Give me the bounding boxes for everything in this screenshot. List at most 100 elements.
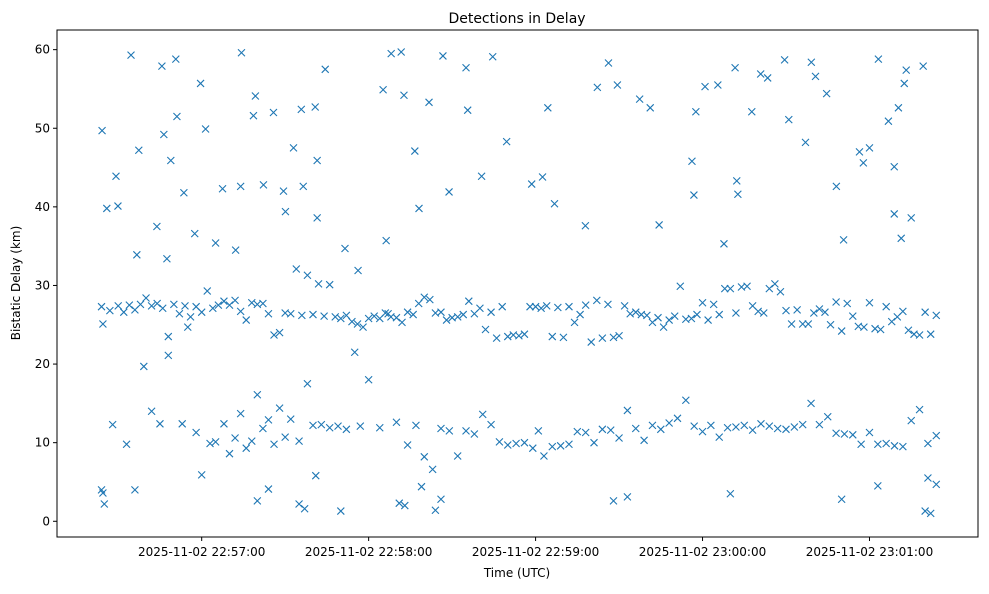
data-point xyxy=(776,287,785,296)
data-point xyxy=(186,313,195,321)
data-point xyxy=(270,440,278,449)
data-point xyxy=(720,239,728,248)
data-point xyxy=(640,436,648,445)
data-point xyxy=(665,419,674,427)
data-point xyxy=(587,338,596,346)
data-point xyxy=(804,320,813,328)
data-point xyxy=(648,318,657,327)
data-point xyxy=(281,433,290,442)
data-point xyxy=(164,351,173,360)
y-tick-label: 30 xyxy=(35,278,50,292)
data-point xyxy=(325,280,334,289)
data-point xyxy=(292,265,301,273)
data-point xyxy=(417,482,426,491)
data-point xyxy=(259,180,268,189)
data-point xyxy=(166,156,175,165)
data-point xyxy=(924,439,932,448)
data-point xyxy=(900,79,909,88)
data-point xyxy=(709,300,718,309)
data-point xyxy=(395,499,404,508)
data-point xyxy=(192,428,201,437)
data-point xyxy=(197,471,206,479)
data-point xyxy=(512,439,520,448)
data-point xyxy=(442,316,451,324)
data-point xyxy=(526,302,534,311)
data-point xyxy=(400,501,409,510)
data-point xyxy=(275,404,284,412)
data-point xyxy=(281,207,290,216)
data-point xyxy=(592,296,601,305)
y-tick-label: 10 xyxy=(35,436,50,450)
data-point xyxy=(898,307,907,316)
data-point xyxy=(623,406,632,415)
data-point xyxy=(470,430,479,438)
data-point xyxy=(384,309,393,318)
data-point xyxy=(342,311,351,320)
data-point xyxy=(136,300,145,309)
data-point xyxy=(420,452,429,461)
data-point xyxy=(837,495,846,504)
data-point xyxy=(676,282,685,291)
data-point xyxy=(784,115,793,124)
data-point xyxy=(590,438,598,447)
data-point xyxy=(171,55,180,63)
data-point xyxy=(251,92,260,100)
data-point xyxy=(860,323,868,332)
data-point xyxy=(765,422,774,431)
data-point xyxy=(253,390,262,399)
data-point xyxy=(425,295,434,304)
data-point xyxy=(902,66,911,74)
data-point xyxy=(317,420,326,429)
data-point xyxy=(158,304,167,313)
data-point xyxy=(715,310,724,319)
data-point xyxy=(498,302,507,311)
data-point xyxy=(225,301,234,310)
data-point xyxy=(748,426,757,434)
data-point xyxy=(723,423,732,432)
data-point xyxy=(756,70,765,78)
data-point xyxy=(732,423,740,431)
data-point xyxy=(481,325,490,334)
data-point xyxy=(613,81,622,89)
data-point xyxy=(236,182,245,191)
data-point xyxy=(464,297,473,306)
data-point xyxy=(211,239,220,247)
data-point xyxy=(196,79,205,88)
data-point xyxy=(259,424,267,433)
data-point xyxy=(286,415,295,423)
data-point xyxy=(313,213,322,222)
data-point xyxy=(907,213,916,222)
data-point xyxy=(698,298,707,307)
data-point xyxy=(926,330,935,339)
data-point xyxy=(439,52,447,60)
data-point xyxy=(823,412,832,421)
data-point xyxy=(615,434,623,442)
data-point xyxy=(269,108,278,117)
data-point xyxy=(237,48,246,57)
data-point xyxy=(780,55,789,64)
data-point xyxy=(437,495,445,504)
data-point xyxy=(331,313,340,321)
data-point xyxy=(690,191,698,199)
data-point xyxy=(807,399,815,408)
data-point xyxy=(898,442,907,451)
data-point xyxy=(855,147,864,156)
y-axis-label: Bistatic Delay (km) xyxy=(9,226,23,341)
data-point xyxy=(865,298,874,307)
y-tick-label: 50 xyxy=(35,121,50,135)
data-point xyxy=(414,299,423,308)
plot-area xyxy=(56,29,979,538)
data-point xyxy=(159,130,168,139)
data-point xyxy=(635,95,644,104)
data-point xyxy=(127,51,135,60)
data-point xyxy=(342,425,351,434)
data-point xyxy=(336,314,345,323)
data-point xyxy=(208,304,217,313)
data-point xyxy=(770,280,779,288)
data-point xyxy=(832,429,840,438)
data-point xyxy=(687,314,696,323)
data-point xyxy=(693,310,701,319)
data-point xyxy=(832,182,841,191)
data-point xyxy=(359,323,367,332)
data-point xyxy=(759,309,768,317)
